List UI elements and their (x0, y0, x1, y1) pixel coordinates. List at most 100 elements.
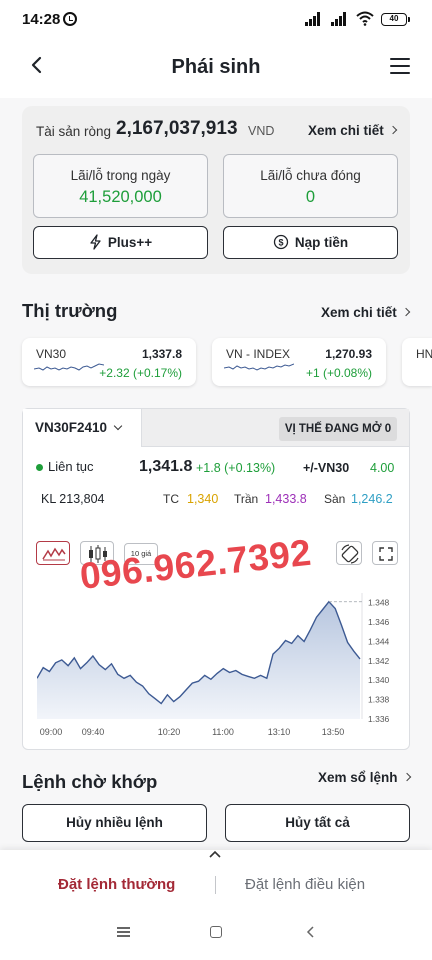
session-status-dot (36, 464, 43, 471)
plus-button-label: Plus++ (107, 235, 153, 250)
x-tick-label: 11:00 (212, 727, 234, 737)
tab-open-positions[interactable]: VỊ THẾ ĐANG MỞ 0 (279, 417, 397, 441)
status-bar: 14:28 40 (0, 0, 432, 38)
rotate-icon (341, 544, 359, 564)
index-card-vnindex[interactable]: VN - INDEX 1,270.93 +1 (+0.08%) (212, 338, 386, 386)
price-change: +1.8 (+0.13%) (196, 461, 276, 475)
app-header: Phái sinh (0, 38, 432, 98)
nav-back-icon[interactable] (305, 926, 317, 938)
ceiling-value: 1,433.8 (265, 492, 307, 506)
price-line (37, 600, 361, 705)
signal-icon (305, 12, 325, 26)
index-card-hnx[interactable]: HN (402, 338, 432, 386)
fullscreen-tool[interactable] (372, 541, 398, 565)
signal-icon (331, 12, 351, 26)
svg-text:$: $ (278, 238, 283, 248)
index-name: VN - INDEX (226, 347, 291, 361)
wifi-icon (356, 11, 374, 26)
recent-apps-icon[interactable] (117, 926, 130, 938)
back-arrow-icon[interactable] (26, 54, 48, 76)
y-tick-label: 1.346 (368, 617, 390, 627)
line-chart-tool[interactable] (36, 541, 70, 565)
battery-icon: 40 (381, 13, 410, 26)
open-pnl-value: 0 (305, 188, 316, 206)
y-tick-label: 1.342 (368, 656, 390, 666)
menu-icon[interactable] (390, 58, 412, 76)
chevron-right-icon (402, 773, 411, 782)
floor-value: 1,246.2 (351, 492, 393, 506)
basis-label: +/-VN30 (303, 461, 350, 475)
x-tick-label: 13:50 (322, 727, 345, 737)
cancel-all-button[interactable]: Hủy tất cả (225, 804, 410, 842)
derivative-tabbar: VN30F2410 VỊ THẾ ĐANG MỞ 0 (23, 409, 409, 447)
assets-card: Tài sản ròng 2,167,037,913 VND Xem chi t… (22, 106, 410, 274)
index-sparkline (224, 363, 294, 371)
chevron-up-icon[interactable] (208, 850, 222, 860)
last-price: 1,341.8 (139, 458, 193, 475)
chevron-right-icon (401, 308, 411, 317)
net-asset-label: Tài sản ròng (36, 124, 112, 139)
index-name: HN (416, 347, 432, 361)
candlestick-icon (89, 545, 107, 563)
status-time: 14:28 (22, 11, 61, 28)
index-value: 1,337.8 (141, 347, 182, 361)
basis-value: 4.00 (370, 461, 395, 475)
index-value: 1,270.93 (325, 347, 372, 361)
home-icon[interactable] (210, 926, 222, 938)
y-tick-label: 1.340 (368, 675, 390, 685)
reference-value: 1,340 (187, 492, 219, 506)
assets-detail-link[interactable]: Xem chi tiết (308, 123, 398, 138)
range-tool[interactable]: 10 giá (124, 543, 158, 565)
daily-pnl-box: Lãi/lỗ trong ngày 41,520,000 (33, 154, 208, 218)
tab-divider (215, 876, 216, 894)
alarm-icon (63, 12, 77, 26)
x-tick-label: 10:20 (158, 727, 181, 737)
y-tick-label: 1.336 (368, 714, 390, 724)
dollar-coin-icon: $ (273, 235, 289, 250)
fullscreen-icon (379, 547, 393, 561)
deposit-button-label: Nạp tiền (294, 235, 349, 250)
lightning-icon (90, 234, 101, 251)
price-area (37, 601, 360, 719)
cancel-many-button[interactable]: Hủy nhiều lệnh (22, 804, 207, 842)
y-tick-label: 1.348 (368, 598, 390, 608)
assets-detail-link-label: Xem chi tiết (308, 123, 384, 138)
volume-label: KL 213,804 (41, 492, 105, 506)
index-name: VN30 (36, 347, 67, 361)
index-change: +1 (+0.08%) (305, 366, 372, 380)
net-asset-unit: VND (248, 124, 275, 138)
daily-pnl-value: 41,520,000 (79, 188, 162, 206)
x-tick-label: 09:40 (82, 727, 105, 737)
session-label: Liên tục (48, 459, 94, 474)
index-card-vn30[interactable]: VN30 1,337.8 +2.32 (+0.17%) (22, 338, 196, 386)
open-pnl-box: Lãi/lỗ chưa đóng 0 (223, 154, 398, 218)
order-book-link[interactable]: Xem sổ lệnh (318, 770, 411, 785)
order-book-link-label: Xem sổ lệnh (318, 770, 398, 785)
x-tick-label: 13:10 (268, 727, 291, 737)
market-detail-link[interactable]: Xem chi tiết (321, 305, 411, 320)
market-title: Thị trường (22, 300, 118, 321)
floor-label: Sàn (324, 492, 346, 506)
reference-label: TC (163, 492, 179, 506)
contract-select[interactable]: VN30F2410 (23, 409, 141, 447)
chevron-down-icon (113, 421, 123, 431)
candlestick-tool[interactable] (80, 541, 114, 565)
tab-normal-order[interactable]: Đặt lệnh thường (58, 876, 176, 893)
daily-pnl-label: Lãi/lỗ trong ngày (70, 168, 171, 183)
price-chart[interactable]: 1.348 1.346 1.344 1.342 1.340 1.338 1.336 09:0… (37, 587, 399, 742)
contract-code: VN30F2410 (35, 420, 108, 435)
order-bottom-sheet: Đặt lệnh thường Đặt lệnh điều kiện (0, 850, 432, 960)
market-detail-link-label: Xem chi tiết (321, 305, 397, 320)
derivative-panel: VN30F2410 VỊ THẾ ĐANG MỞ 0 Liên tục 1,34… (22, 408, 410, 750)
index-change: +2.32 (+0.17%) (99, 366, 182, 380)
y-tick-label: 1.344 (368, 636, 390, 646)
tab-conditional-order[interactable]: Đặt lệnh điều kiện (245, 876, 366, 893)
plus-button[interactable]: Plus++ (33, 226, 208, 259)
deposit-button[interactable]: $ Nạp tiền (223, 226, 398, 259)
chevron-right-icon (388, 126, 398, 135)
page-title: Phái sinh (171, 56, 261, 78)
rotate-tool[interactable] (336, 541, 362, 565)
y-tick-label: 1.338 (368, 695, 390, 705)
index-sparkline (34, 363, 104, 371)
ceiling-label: Trần (234, 492, 259, 506)
